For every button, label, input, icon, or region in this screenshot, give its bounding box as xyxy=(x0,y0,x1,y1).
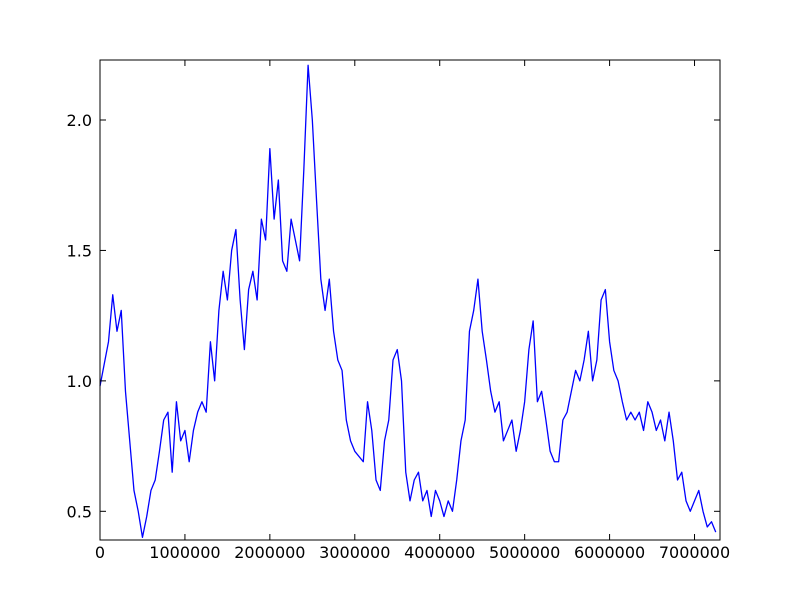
data-line xyxy=(99,64,717,539)
y-tick-label: 1.5 xyxy=(67,241,92,260)
y-tick-label: 1.0 xyxy=(67,372,92,391)
x-tick-label: 2000000 xyxy=(234,543,305,562)
x-tick-label: 6000000 xyxy=(574,543,645,562)
x-tick-label: 4000000 xyxy=(404,543,475,562)
x-tick-label: 1000000 xyxy=(149,543,220,562)
x-tick-label: 3000000 xyxy=(319,543,390,562)
x-tick-label: 5000000 xyxy=(489,543,560,562)
y-tick-label: 2.0 xyxy=(67,111,92,130)
x-tick-label: 7000000 xyxy=(659,543,730,562)
y-tick-label: 0.5 xyxy=(67,502,92,521)
plot-frame xyxy=(99,59,721,541)
x-tick-label: 0 xyxy=(95,543,105,562)
